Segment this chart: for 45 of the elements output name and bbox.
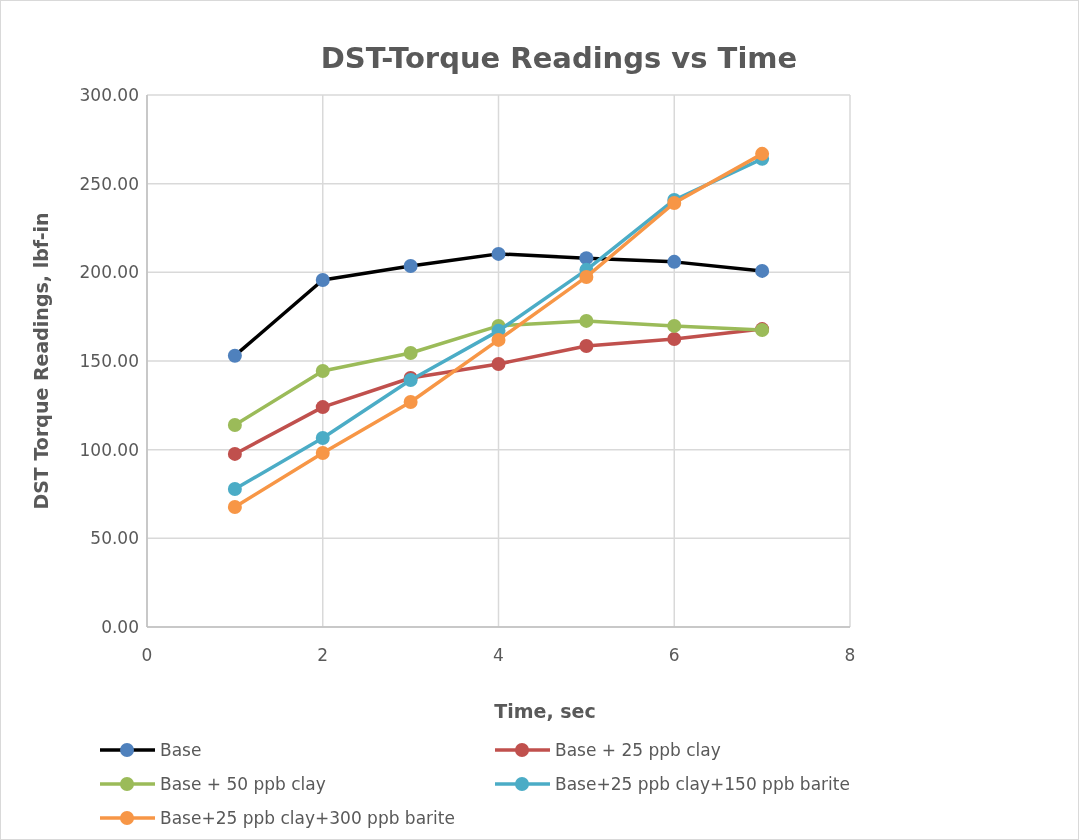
point — [403, 258, 418, 273]
x-tick-label: 2 — [317, 645, 329, 665]
point — [755, 146, 770, 161]
point — [227, 348, 242, 363]
point — [315, 272, 330, 287]
legend-label: Base + 25 ppb clay — [555, 739, 721, 760]
point — [491, 246, 506, 261]
point — [755, 263, 770, 278]
y-tick-label: 150.00 — [79, 350, 139, 371]
point — [667, 332, 682, 347]
legend-label: Base — [160, 739, 202, 760]
point — [227, 446, 242, 461]
point — [491, 357, 506, 372]
point — [491, 332, 506, 347]
point — [579, 269, 594, 284]
point — [315, 446, 330, 461]
point — [403, 346, 418, 361]
legend-label: Base+25 ppb clay+300 ppb barite — [160, 807, 455, 828]
point — [227, 482, 242, 497]
y-tick-label: 200.00 — [79, 262, 139, 283]
point — [403, 394, 418, 409]
point — [315, 363, 330, 378]
point — [315, 400, 330, 415]
y-axis-title: DST Torque Readings, lbf-in — [30, 212, 52, 510]
point — [227, 499, 242, 514]
point — [579, 251, 594, 266]
point — [227, 418, 242, 433]
x-tick-label: 4 — [493, 645, 504, 665]
point — [579, 313, 594, 328]
legend-label: Base + 50 ppb clay — [160, 773, 326, 794]
y-tick-label: 0.00 — [101, 616, 139, 637]
x-tick-label: 8 — [844, 645, 856, 665]
point — [579, 338, 594, 353]
chart-title: DST-Torque Readings vs Time — [320, 41, 798, 75]
y-tick-label: 250.00 — [79, 173, 139, 194]
legend-label: Base+25 ppb clay+150 ppb barite — [555, 773, 850, 794]
x-tick-label: 6 — [668, 645, 680, 665]
x-axis-title: Time, sec — [494, 700, 596, 722]
y-tick-label: 100.00 — [79, 439, 139, 460]
point — [667, 318, 682, 333]
y-tick-label: 50.00 — [90, 528, 139, 549]
point — [315, 430, 330, 445]
point — [667, 254, 682, 269]
y-tick-label: 300.00 — [79, 84, 139, 105]
x-tick-label: 0 — [141, 645, 153, 665]
